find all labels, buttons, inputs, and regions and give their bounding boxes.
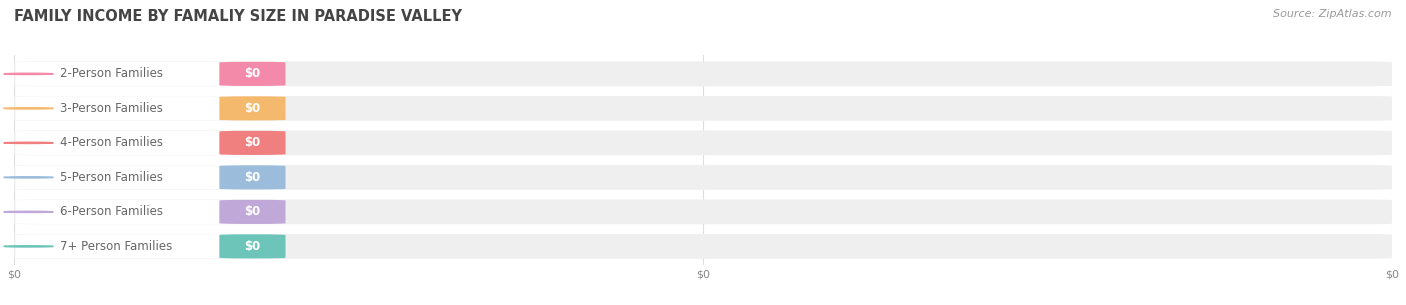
Text: 3-Person Families: 3-Person Families: [60, 102, 163, 115]
Circle shape: [4, 142, 53, 143]
FancyBboxPatch shape: [15, 165, 284, 189]
FancyBboxPatch shape: [219, 165, 285, 189]
FancyBboxPatch shape: [15, 62, 284, 86]
FancyBboxPatch shape: [15, 96, 284, 120]
FancyBboxPatch shape: [219, 62, 285, 86]
FancyBboxPatch shape: [14, 61, 1392, 86]
Circle shape: [4, 177, 53, 178]
FancyBboxPatch shape: [15, 131, 284, 155]
Circle shape: [4, 73, 53, 74]
Circle shape: [4, 211, 53, 213]
FancyBboxPatch shape: [219, 131, 285, 155]
FancyBboxPatch shape: [14, 96, 1392, 121]
Text: 7+ Person Families: 7+ Person Families: [60, 240, 173, 253]
FancyBboxPatch shape: [219, 200, 285, 224]
FancyBboxPatch shape: [15, 234, 284, 258]
Text: 5-Person Families: 5-Person Families: [60, 171, 163, 184]
Text: $0: $0: [245, 67, 260, 81]
FancyBboxPatch shape: [219, 96, 285, 120]
Text: 4-Person Families: 4-Person Families: [60, 136, 163, 149]
Text: $0: $0: [245, 240, 260, 253]
Text: $0: $0: [245, 205, 260, 218]
Text: 2-Person Families: 2-Person Families: [60, 67, 163, 81]
Text: $0: $0: [245, 171, 260, 184]
Text: Source: ZipAtlas.com: Source: ZipAtlas.com: [1274, 9, 1392, 19]
FancyBboxPatch shape: [14, 131, 1392, 155]
Text: 6-Person Families: 6-Person Families: [60, 205, 163, 218]
FancyBboxPatch shape: [14, 165, 1392, 190]
FancyBboxPatch shape: [15, 200, 284, 224]
FancyBboxPatch shape: [14, 199, 1392, 224]
Circle shape: [4, 108, 53, 109]
Text: $0: $0: [245, 102, 260, 115]
Circle shape: [4, 246, 53, 247]
Text: FAMILY INCOME BY FAMALIY SIZE IN PARADISE VALLEY: FAMILY INCOME BY FAMALIY SIZE IN PARADIS…: [14, 9, 463, 24]
FancyBboxPatch shape: [219, 234, 285, 258]
FancyBboxPatch shape: [14, 234, 1392, 259]
Text: $0: $0: [245, 136, 260, 149]
